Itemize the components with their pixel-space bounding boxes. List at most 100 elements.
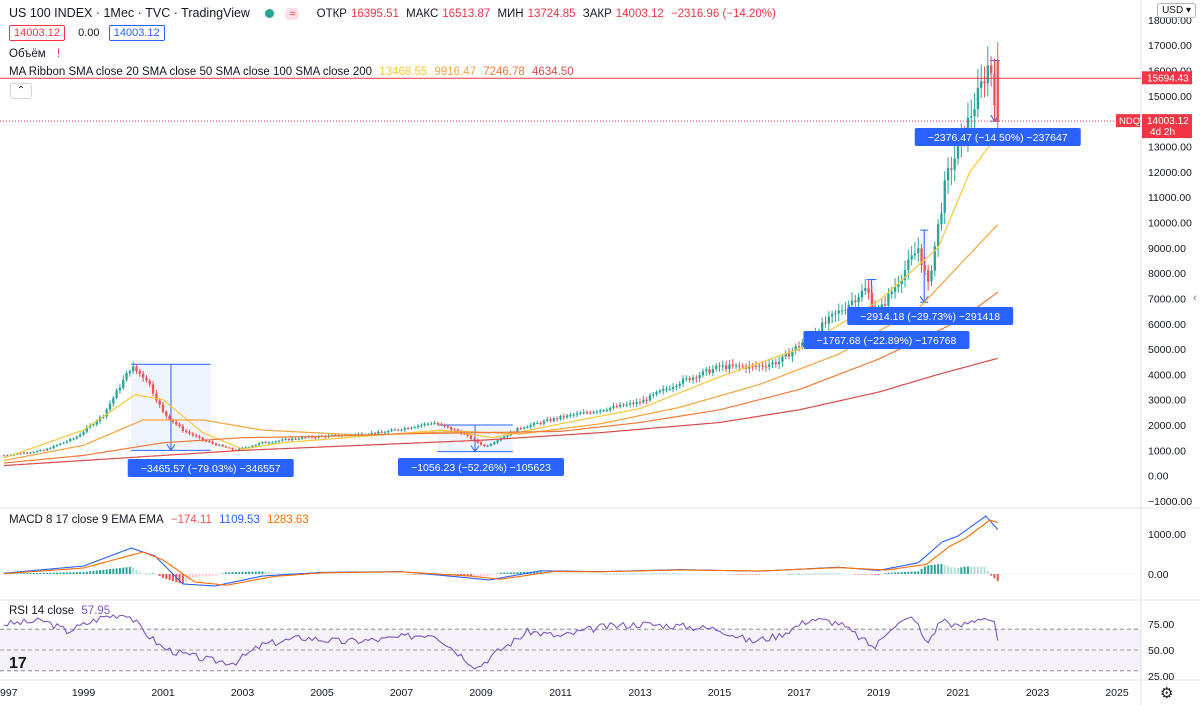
macd-histogram-bar xyxy=(56,572,58,574)
candle-body xyxy=(946,168,950,181)
macd-histogram-bar xyxy=(635,573,638,575)
chevron-left-icon[interactable]: ‹ xyxy=(1193,292,1197,304)
candle-body xyxy=(734,365,738,367)
buy-button[interactable]: 14003.12 xyxy=(108,25,165,41)
candle-body xyxy=(26,452,29,454)
rsi-legend[interactable]: RSI 14 close 57.95 xyxy=(9,605,114,617)
candle-body xyxy=(257,443,261,445)
gear-icon[interactable]: ⚙ xyxy=(1160,685,1174,702)
macd-histogram-bar xyxy=(778,574,781,575)
candle-body xyxy=(986,65,989,84)
macd-histogram-bar xyxy=(417,574,420,575)
macd-histogram-bar xyxy=(990,574,993,576)
ohlc-open-label: ОТКР xyxy=(316,8,347,20)
macd-histogram-bar xyxy=(738,574,741,575)
symbol-title[interactable]: US 100 INDEX · 1Мес · TVC · TradingView xyxy=(9,6,250,20)
macd-histogram-bar xyxy=(837,573,840,575)
candle-body xyxy=(648,395,652,401)
rsi-tick-label: 50.00 xyxy=(1148,645,1174,657)
candle-body xyxy=(443,424,446,427)
candle-body xyxy=(953,158,956,170)
macd-histogram-bar xyxy=(821,573,824,575)
time-tick-label: 2025 xyxy=(1105,687,1129,699)
candle-body xyxy=(473,438,476,440)
candle-body xyxy=(300,437,304,439)
macd-histogram-bar xyxy=(983,566,986,574)
market-status-icon[interactable] xyxy=(265,9,275,19)
macd-histogram-bar xyxy=(383,573,386,575)
macd-histogram-bar xyxy=(347,573,350,575)
price-tick-label: 1000.00 xyxy=(1148,445,1186,457)
macd-histogram-bar xyxy=(695,573,698,575)
candle-body xyxy=(936,224,940,247)
macd-histogram-bar xyxy=(798,573,800,575)
price-tick-label: 13000.00 xyxy=(1148,142,1192,154)
macd-histogram-bar xyxy=(387,573,390,575)
ma-ribbon-legend[interactable]: MA Ribbon SMA close 20 SMA close 50 SMA … xyxy=(9,66,578,78)
macd-histogram-bar xyxy=(460,574,463,576)
candle-body xyxy=(671,387,675,389)
macd-histogram-bar xyxy=(138,572,141,574)
candle-body xyxy=(840,310,844,312)
candle-body xyxy=(29,452,32,454)
price-tick-label: 9000.00 xyxy=(1148,243,1186,255)
macd-legend[interactable]: MACD 8 17 close 9 EMA EMA −174.11 1109.5… xyxy=(9,514,313,526)
sell-button[interactable]: 14003.12 xyxy=(9,25,65,41)
macd-histogram-value: −174.11 xyxy=(170,514,212,526)
candle-body xyxy=(754,365,758,367)
macd-histogram-bar xyxy=(19,573,22,574)
moving-average-line xyxy=(3,224,999,462)
macd-histogram-bar xyxy=(244,571,247,574)
macd-histogram-bar xyxy=(764,574,767,575)
macd-histogram-bar xyxy=(155,574,158,575)
warning-icon[interactable]: ! xyxy=(56,48,61,60)
candle-body xyxy=(138,371,141,374)
candle-body xyxy=(79,434,82,437)
macd-line-value: 1109.53 xyxy=(219,514,260,526)
price-tick-label: 8000.00 xyxy=(1148,268,1186,280)
candle-body xyxy=(599,410,602,412)
candle-body xyxy=(655,392,658,395)
macd-histogram-bar xyxy=(761,574,764,575)
macd-histogram-bar xyxy=(321,573,323,575)
macd-line xyxy=(3,515,999,587)
macd-histogram-bar xyxy=(370,573,373,575)
currency-selector[interactable]: USD ▾ xyxy=(1157,3,1196,18)
macd-histogram-bar xyxy=(996,574,999,581)
candle-body xyxy=(834,313,837,315)
rsi-line xyxy=(3,614,999,670)
macd-histogram-bar xyxy=(208,574,211,577)
macd-histogram-bar xyxy=(867,574,870,575)
price-pane: −3465.57 (−79.03%) −346557 −1056.23 (−52.… xyxy=(0,42,1141,477)
candle-body xyxy=(724,365,728,369)
candle-body xyxy=(59,443,62,445)
ohlc-high-label: МАКС xyxy=(406,8,439,20)
candle-body xyxy=(204,440,208,442)
macd-histogram-bar xyxy=(26,573,29,574)
candle-body xyxy=(923,265,927,271)
candle-body xyxy=(903,269,907,281)
collapse-legend-button[interactable]: ⌃ xyxy=(10,83,32,99)
macd-histogram-bar xyxy=(52,572,55,574)
ohlc-low-label: МИН xyxy=(497,8,524,20)
macd-histogram-bar xyxy=(655,573,658,575)
macd-histogram-bar xyxy=(675,573,678,575)
macd-histogram-bar xyxy=(589,573,592,575)
macd-histogram-bar xyxy=(794,573,797,575)
macd-histogram-bar xyxy=(629,573,632,575)
candle-body xyxy=(771,362,774,365)
measure-label: −2376.47 (−14.50%) −237647 xyxy=(928,132,1068,144)
candle-body xyxy=(72,438,75,440)
price-line-label: 15694.43 xyxy=(1147,73,1189,84)
macd-histogram-bar xyxy=(29,573,32,574)
macd-histogram-bar xyxy=(851,574,853,575)
volume-legend[interactable]: Объём ! xyxy=(9,48,64,60)
wave-icon[interactable]: ≈ xyxy=(285,8,300,20)
macd-histogram-bar xyxy=(619,573,622,575)
macd-histogram-bar xyxy=(513,572,516,574)
macd-histogram-bar xyxy=(420,574,423,575)
trade-buttons: 14003.12 0.00 14003.12 xyxy=(9,25,169,41)
candle-body xyxy=(966,117,970,139)
macd-histogram-bar xyxy=(652,573,655,575)
